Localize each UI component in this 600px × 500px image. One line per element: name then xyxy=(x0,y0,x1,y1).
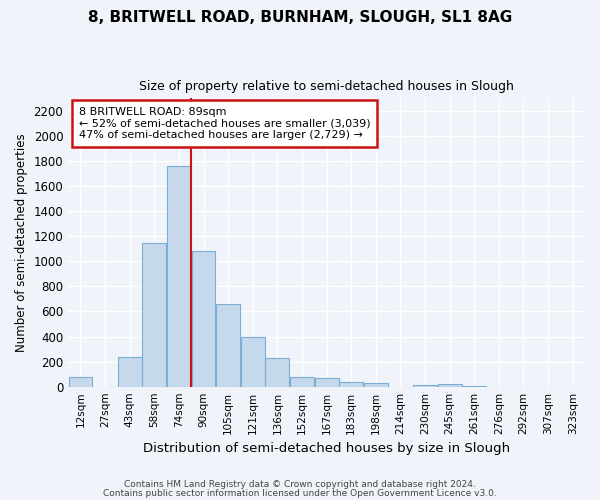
Y-axis label: Number of semi-detached properties: Number of semi-detached properties xyxy=(15,133,28,352)
Bar xyxy=(364,383,388,386)
Text: 8 BRITWELL ROAD: 89sqm
← 52% of semi-detached houses are smaller (3,039)
47% of : 8 BRITWELL ROAD: 89sqm ← 52% of semi-det… xyxy=(79,107,370,140)
Title: Size of property relative to semi-detached houses in Slough: Size of property relative to semi-detach… xyxy=(139,80,514,93)
Text: Contains HM Land Registry data © Crown copyright and database right 2024.: Contains HM Land Registry data © Crown c… xyxy=(124,480,476,489)
Bar xyxy=(413,385,437,386)
Bar xyxy=(241,336,265,386)
Bar xyxy=(216,304,240,386)
Bar xyxy=(68,376,92,386)
Bar xyxy=(142,242,166,386)
Text: 8, BRITWELL ROAD, BURNHAM, SLOUGH, SL1 8AG: 8, BRITWELL ROAD, BURNHAM, SLOUGH, SL1 8… xyxy=(88,10,512,25)
X-axis label: Distribution of semi-detached houses by size in Slough: Distribution of semi-detached houses by … xyxy=(143,442,510,455)
Text: Contains public sector information licensed under the Open Government Licence v3: Contains public sector information licen… xyxy=(103,490,497,498)
Bar xyxy=(339,382,363,386)
Bar xyxy=(438,384,461,386)
Bar xyxy=(191,252,215,386)
Bar xyxy=(265,358,289,386)
Bar xyxy=(314,378,338,386)
Bar xyxy=(118,356,142,386)
Bar xyxy=(167,166,191,386)
Bar xyxy=(290,376,314,386)
